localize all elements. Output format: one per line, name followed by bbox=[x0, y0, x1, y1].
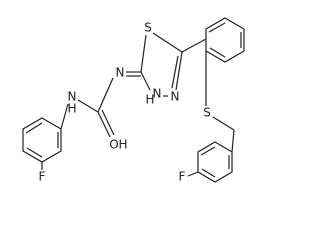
bond bbox=[201, 168, 216, 178]
bond bbox=[25, 122, 43, 134]
atom-labels: F N H O H N S H N N S F bbox=[39, 21, 211, 184]
atom-label: N bbox=[153, 87, 162, 101]
atom-label: N bbox=[68, 90, 77, 104]
bond bbox=[140, 71, 151, 91]
bond bbox=[140, 34, 147, 73]
bond bbox=[175, 51, 183, 91]
atom-label: H bbox=[67, 102, 76, 116]
atom-label: F bbox=[39, 170, 46, 184]
atom-label: S bbox=[144, 21, 152, 35]
atom-label: N bbox=[171, 90, 180, 104]
atom-label: S bbox=[203, 106, 211, 120]
bond bbox=[231, 129, 235, 153]
ring bbox=[197, 141, 233, 183]
atom-label: N bbox=[116, 66, 125, 80]
atom-label: O bbox=[109, 138, 118, 152]
bond bbox=[208, 22, 226, 33]
bond bbox=[60, 103, 69, 130]
ring bbox=[22, 117, 62, 163]
bond bbox=[26, 147, 43, 158]
atom-label: H bbox=[145, 93, 154, 107]
bond bbox=[181, 38, 207, 53]
bond bbox=[212, 116, 235, 131]
bond bbox=[171, 55, 179, 89]
bond bbox=[77, 99, 99, 113]
bond bbox=[97, 111, 111, 138]
atom-label: H bbox=[118, 138, 127, 152]
bonds bbox=[22, 17, 245, 183]
bond bbox=[209, 47, 226, 58]
atom-label: F bbox=[179, 170, 186, 184]
bond bbox=[187, 171, 199, 177]
bond bbox=[200, 146, 216, 156]
bond bbox=[101, 109, 115, 136]
molecule-diagram: F N H O H N S H N N S F bbox=[22, 17, 245, 184]
bond bbox=[97, 77, 114, 113]
ring bbox=[205, 17, 245, 63]
bond bbox=[152, 32, 183, 53]
